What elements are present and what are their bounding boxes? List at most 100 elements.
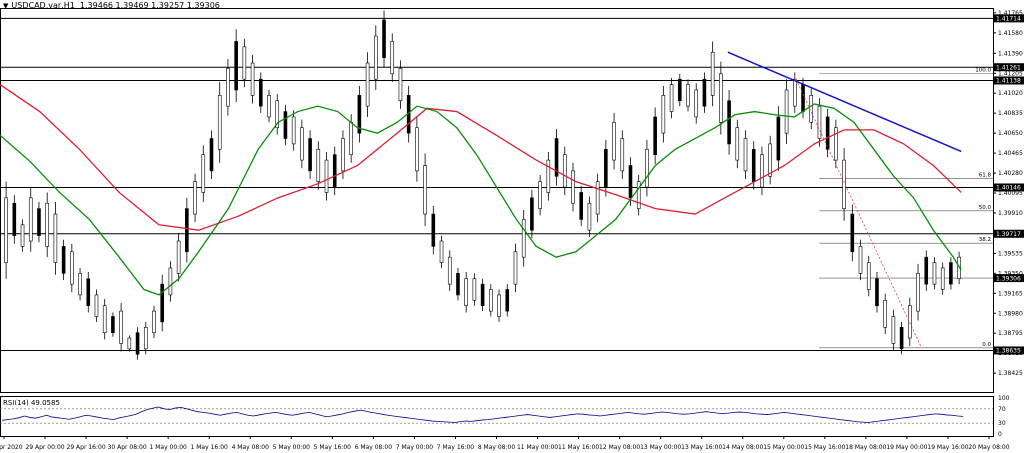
candle-body — [456, 273, 460, 296]
candle-body — [554, 138, 559, 177]
candle-body — [390, 41, 395, 75]
price-tick-label: 1.40650 — [998, 130, 1023, 137]
candle-body — [817, 105, 822, 139]
candle-body — [291, 116, 296, 145]
candle-body — [431, 213, 436, 247]
candle-body — [357, 95, 362, 134]
level-price-tag — [994, 346, 1024, 355]
chart-header: ▼ USDCAD,var,H1 1.39466 1.39469 1.39257 1… — [3, 1, 220, 10]
candle-body — [111, 316, 115, 333]
candle-body — [439, 240, 444, 263]
candle-body — [70, 251, 74, 285]
time-tick-label: 5 May 00:00 — [273, 444, 311, 451]
candle-body — [152, 310, 156, 333]
candle-body — [686, 84, 690, 107]
fib-level-label: 50.0 — [979, 205, 992, 211]
candle-body — [497, 294, 501, 317]
candle-body — [653, 116, 657, 155]
price-tick-label: 1.41765 — [998, 10, 1023, 17]
candle-body — [176, 240, 181, 274]
candle-body — [932, 262, 937, 285]
fib-level-label: 38.2 — [979, 237, 991, 243]
candle-body — [300, 127, 304, 161]
price-tick-label: 1.39165 — [998, 290, 1023, 297]
time-tick-label: 19 May 00:00 — [886, 444, 927, 451]
candle-body — [604, 149, 608, 188]
candle-body — [727, 100, 731, 145]
candle-body — [825, 116, 830, 150]
time-tick-label: 1 May 16:00 — [191, 444, 229, 451]
candle-body — [258, 78, 263, 107]
time-tick-label: 7 May 16:00 — [437, 444, 475, 451]
rsi-tick-label: 70 — [998, 406, 1006, 413]
level-price-label: 1.39717 — [996, 231, 1021, 238]
price-tick-label: 1.41205 — [998, 70, 1023, 77]
level-price-label: 1.41714 — [996, 16, 1021, 23]
candle-body — [349, 122, 353, 155]
candle-body — [612, 122, 616, 161]
price-tick-label: 1.40280 — [998, 170, 1023, 177]
time-tick-label: 20 May 08:00 — [968, 444, 1009, 451]
candle-body — [710, 51, 715, 96]
candle-body — [908, 305, 912, 339]
time-tick-label: 30 Apr 08:00 — [108, 444, 147, 451]
rsi-tick-label: 30 — [998, 420, 1006, 427]
triangle-down-icon[interactable]: ▼ — [3, 2, 9, 10]
level-price-label: 1.38635 — [996, 348, 1021, 355]
fib-diagonal-line — [794, 75, 922, 348]
candle-body — [119, 310, 123, 344]
candle-body — [464, 278, 468, 307]
candle-body — [924, 256, 929, 285]
price-panel-frame — [0, 8, 994, 393]
candle-body — [521, 219, 526, 258]
candle-body — [160, 283, 165, 323]
price-tick-label: 1.39535 — [998, 250, 1023, 257]
candle-body — [217, 95, 222, 150]
candle-body — [415, 127, 419, 172]
time-tick-label: 1 May 00:00 — [150, 444, 188, 451]
candle-body — [743, 138, 748, 172]
candle-body — [538, 181, 542, 209]
level-price-label: 1.40146 — [996, 185, 1021, 192]
price-tick-label: 1.40465 — [998, 150, 1023, 157]
candle-body — [669, 84, 674, 112]
candle-body — [341, 138, 345, 172]
candle-body — [694, 89, 699, 118]
price-tick-label: 1.38980 — [998, 310, 1023, 317]
time-tick-label: 28 Apr 2020 — [0, 444, 23, 451]
candle-body — [842, 159, 846, 209]
candle-body — [226, 68, 230, 107]
level-price-tag — [994, 183, 1024, 192]
candle-body — [595, 181, 600, 215]
candle-body — [858, 246, 863, 274]
candle-body — [850, 213, 855, 253]
candle-body — [784, 89, 789, 134]
candle-body — [275, 100, 280, 129]
level-price-label: 1.41138 — [996, 78, 1021, 85]
price-tick-label: 1.41020 — [998, 90, 1023, 97]
candle-body — [193, 181, 197, 215]
candle-body — [332, 154, 337, 188]
candle-body — [916, 273, 920, 312]
candle-body — [28, 197, 33, 242]
candle-body — [316, 149, 321, 182]
price-tick-label: 1.41580 — [998, 30, 1023, 37]
price-tick-label: 1.39350 — [998, 270, 1023, 277]
level-price-tag — [994, 63, 1024, 72]
candle-body — [53, 213, 58, 263]
candle-body — [661, 95, 666, 134]
candle-body — [587, 202, 592, 231]
candle-body — [899, 326, 904, 350]
candle-body — [768, 143, 772, 177]
candle-body — [127, 337, 132, 350]
time-tick-label: 8 May 08:00 — [478, 444, 516, 451]
candle-body — [571, 170, 575, 204]
candle-body — [324, 159, 329, 193]
candle-body — [751, 149, 756, 182]
time-tick-label: 5 May 16:00 — [314, 444, 352, 451]
rsi-tick-label: 100 — [998, 395, 1010, 402]
time-tick-label: 6 May 08:00 — [355, 444, 393, 451]
candle-body — [866, 262, 871, 290]
time-tick-label: 18 May 08:00 — [845, 444, 886, 451]
